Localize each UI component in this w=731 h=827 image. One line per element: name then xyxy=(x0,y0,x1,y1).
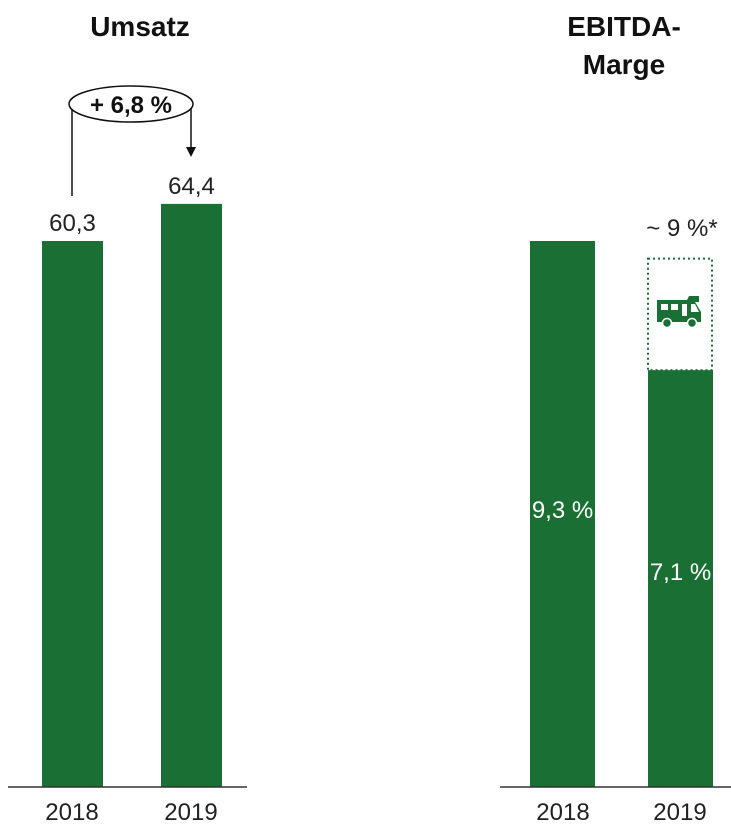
growth-annotation: + 6,8 % xyxy=(68,85,196,196)
ebitda-tick-2018: 2018 xyxy=(536,799,589,826)
target-margin-label: ~ 9 %* xyxy=(646,215,717,242)
ebitda-title-line-1: EBITDA- xyxy=(567,11,681,42)
ebitda-margin-chart: EBITDA- Marge 9,3 % 7,1 % ~ 9 %* 2018 201… xyxy=(500,11,731,826)
growth-label: + 6,8 % xyxy=(90,92,172,119)
revenue-chart: Umsatz + 6,8 % 60,3 64,4 2018 2019 xyxy=(8,11,247,826)
camper-van-icon xyxy=(657,296,701,329)
ebitda-bar-2018 xyxy=(530,241,595,787)
revenue-bars: 60,3 64,4 xyxy=(42,173,222,788)
revenue-value-label-2018: 60,3 xyxy=(49,210,96,237)
ebitda-tick-2019: 2019 xyxy=(653,799,706,826)
revenue-title: Umsatz xyxy=(90,11,190,42)
ebitda-bars: 9,3 % 7,1 % xyxy=(530,241,713,787)
revenue-value-label-2019: 64,4 xyxy=(168,173,215,200)
revenue-bar-2018 xyxy=(42,241,103,787)
revenue-tick-2019: 2019 xyxy=(164,799,217,826)
ebitda-bar-2019 xyxy=(648,370,713,787)
target-margin-box xyxy=(647,257,713,372)
ebitda-value-label-2019: 7,1 % xyxy=(650,559,711,586)
revenue-tick-2018: 2018 xyxy=(45,799,98,826)
ebitda-value-label-2018: 9,3 % xyxy=(532,497,593,524)
revenue-bar-2019 xyxy=(161,203,222,788)
growth-badge xyxy=(68,85,194,123)
ebitda-title-line-2: Marge xyxy=(583,49,665,80)
